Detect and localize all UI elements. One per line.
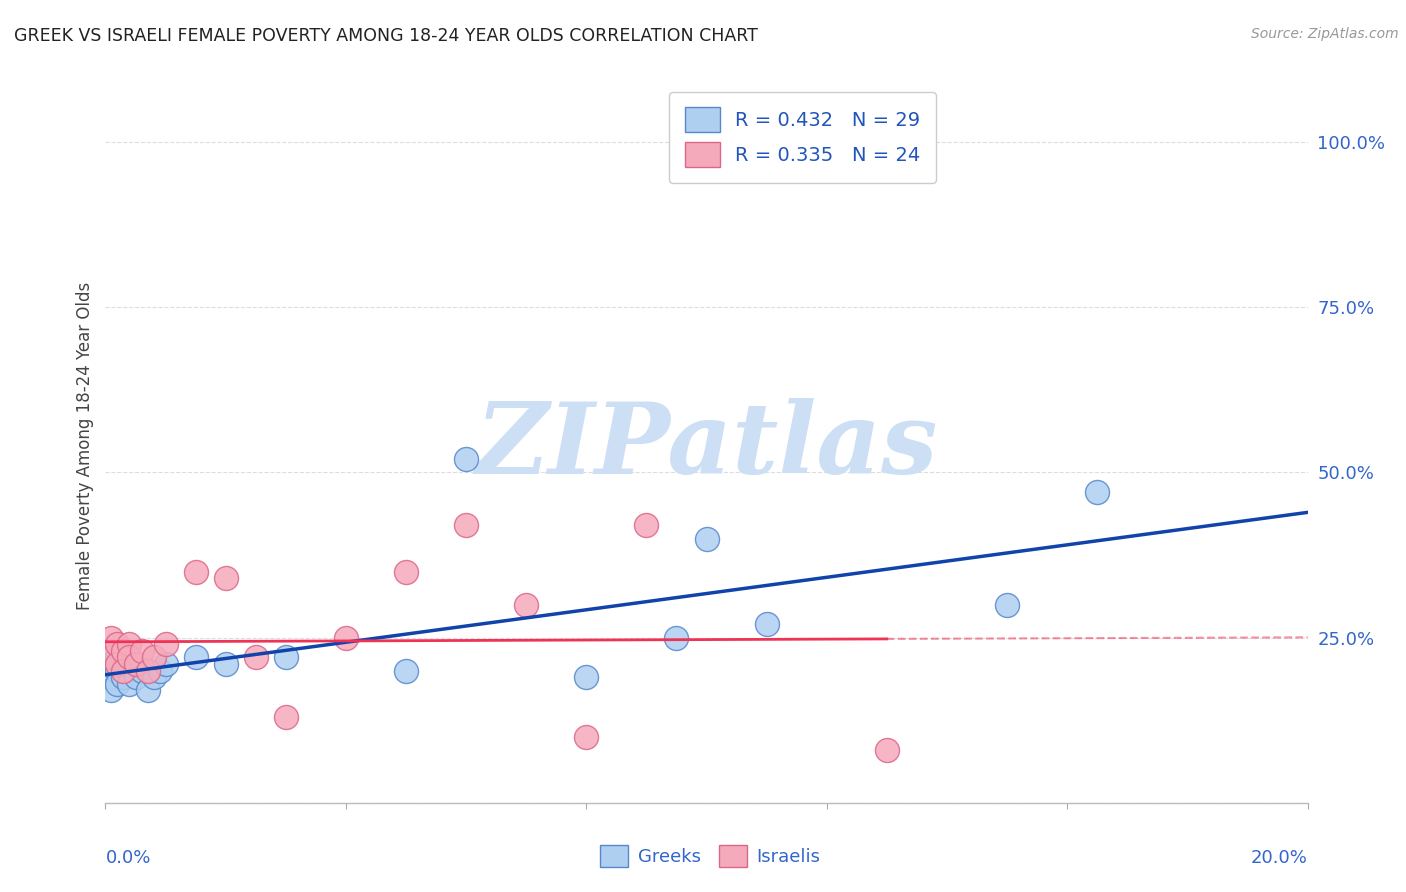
Point <box>274 710 297 724</box>
Point <box>100 670 122 684</box>
Point <box>876 743 898 757</box>
Text: Source: ZipAtlas.com: Source: ZipAtlas.com <box>1251 27 1399 41</box>
Text: GREEK VS ISRAELI FEMALE POVERTY AMONG 18-24 YEAR OLDS CORRELATION CHART: GREEK VS ISRAELI FEMALE POVERTY AMONG 18… <box>14 27 758 45</box>
Point <box>575 670 598 684</box>
Legend: Greeks, Israelis: Greeks, Israelis <box>592 838 828 874</box>
Point <box>100 631 122 645</box>
Y-axis label: Female Poverty Among 18-24 Year Olds: Female Poverty Among 18-24 Year Olds <box>76 282 94 610</box>
Point <box>107 677 129 691</box>
Point <box>100 650 122 665</box>
Point <box>665 631 688 645</box>
Point <box>148 664 170 678</box>
Point <box>118 664 141 678</box>
Point <box>155 657 177 671</box>
Point <box>214 571 236 585</box>
Point <box>118 650 141 665</box>
Point <box>696 532 718 546</box>
Point <box>112 657 135 671</box>
Point <box>118 637 141 651</box>
Point <box>107 650 129 665</box>
Point <box>112 670 135 684</box>
Point <box>131 664 153 678</box>
Point <box>636 518 658 533</box>
Point <box>118 677 141 691</box>
Point <box>454 452 477 467</box>
Point <box>124 670 146 684</box>
Point <box>112 650 135 665</box>
Point <box>184 565 207 579</box>
Point <box>755 617 778 632</box>
Point <box>335 631 357 645</box>
Point <box>142 670 165 684</box>
Point <box>112 644 135 658</box>
Point <box>107 664 129 678</box>
Legend: R = 0.432   N = 29, R = 0.335   N = 24: R = 0.432 N = 29, R = 0.335 N = 24 <box>669 92 936 183</box>
Point <box>155 637 177 651</box>
Point <box>100 683 122 698</box>
Point <box>454 518 477 533</box>
Point <box>142 650 165 665</box>
Text: 20.0%: 20.0% <box>1251 849 1308 867</box>
Point <box>274 650 297 665</box>
Point <box>995 598 1018 612</box>
Point <box>214 657 236 671</box>
Point <box>107 657 129 671</box>
Point <box>395 565 418 579</box>
Point <box>107 637 129 651</box>
Text: ZIPatlas: ZIPatlas <box>475 398 938 494</box>
Point <box>575 730 598 744</box>
Point <box>136 664 159 678</box>
Text: 0.0%: 0.0% <box>105 849 150 867</box>
Point <box>112 664 135 678</box>
Point <box>124 657 146 671</box>
Point <box>124 657 146 671</box>
Point <box>515 598 537 612</box>
Point <box>395 664 418 678</box>
Point <box>100 657 122 671</box>
Point <box>136 683 159 698</box>
Point <box>1085 485 1108 500</box>
Point <box>184 650 207 665</box>
Point <box>131 644 153 658</box>
Point <box>245 650 267 665</box>
